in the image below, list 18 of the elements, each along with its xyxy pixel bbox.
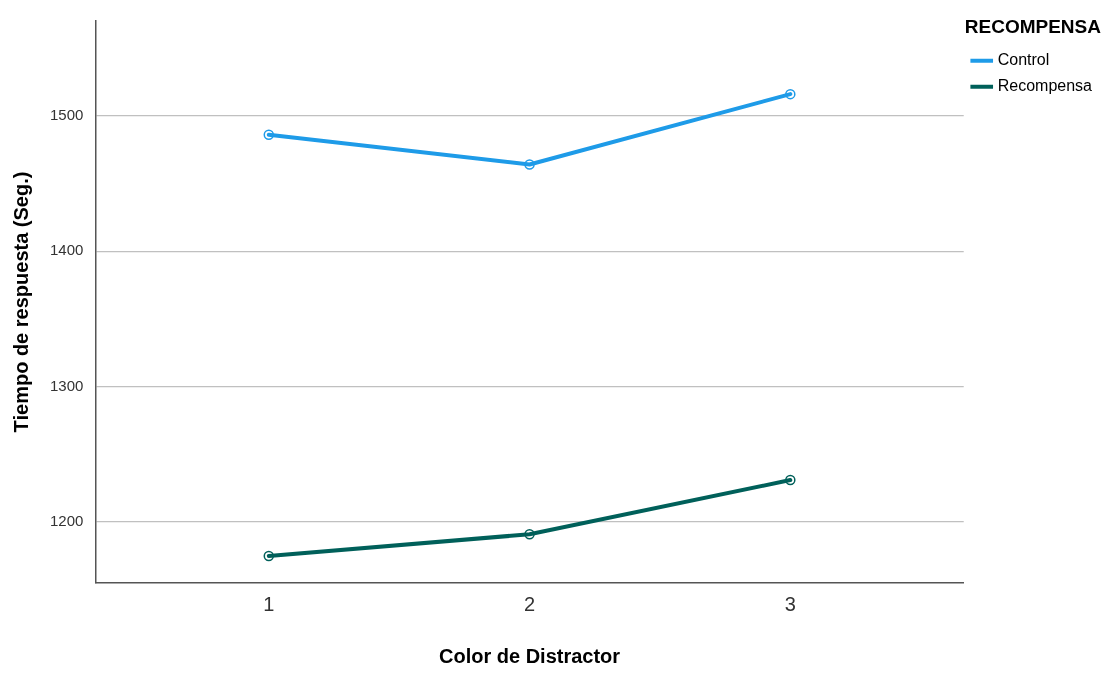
point: [524, 529, 535, 540]
x-tick-label: 3: [784, 592, 796, 615]
point: [263, 550, 275, 562]
point: [524, 159, 535, 170]
legend-title: RECOMPENSA: [964, 15, 1102, 37]
x-tick-label: 2: [523, 592, 536, 615]
point: [263, 129, 275, 140]
y-tick-label: 1300: [49, 376, 84, 394]
legend-label: Control: [997, 51, 1050, 69]
y-tick-label: 1200: [49, 512, 84, 530]
point: [785, 88, 796, 100]
y-tick-label: 1400: [49, 241, 84, 259]
x-tick-label: 1: [263, 592, 275, 615]
legend-label: Recompensa: [997, 77, 1093, 95]
x-axis-title: Color de Distractor: [438, 644, 621, 667]
y-tick-label: 1500: [49, 105, 84, 123]
point: [785, 474, 796, 486]
y-axis-title: Tiempo de respuesta (Seg.): [9, 171, 32, 433]
